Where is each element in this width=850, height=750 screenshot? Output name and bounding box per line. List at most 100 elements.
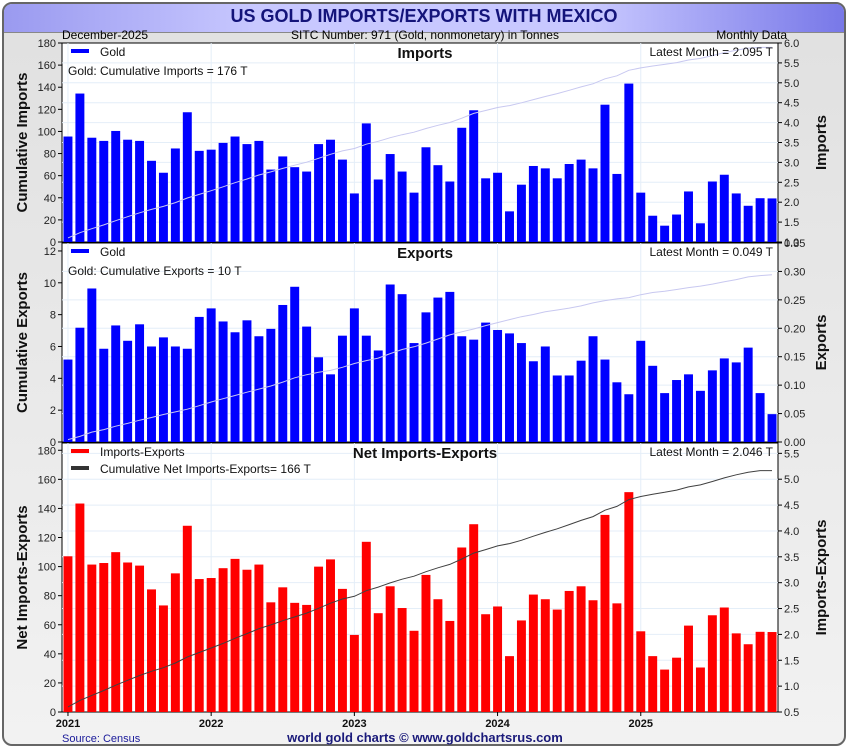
bar	[743, 644, 753, 712]
bar	[528, 361, 538, 442]
latest-month-annotation: Latest Month = 2.046 T	[649, 445, 773, 459]
bar	[63, 136, 73, 242]
y-tick-label-left: 180	[38, 445, 56, 457]
bar	[576, 159, 586, 242]
legend-label: Cumulative Net Imports-Exports= 166 T	[100, 462, 312, 476]
bar	[684, 191, 693, 242]
bar	[516, 343, 526, 442]
bar	[731, 193, 741, 242]
y-axis-label-right: Imports-Exports	[813, 520, 830, 636]
y-tick-label-left: 0	[50, 707, 56, 719]
bar	[469, 339, 479, 442]
bar	[290, 286, 300, 442]
bar	[648, 656, 658, 712]
bar	[707, 181, 717, 242]
bar	[326, 374, 335, 442]
bar	[75, 503, 85, 712]
y-tick-label-left: 8	[50, 310, 56, 322]
bar	[182, 525, 192, 712]
y-tick-label-left: 100	[38, 562, 56, 574]
bar	[397, 171, 407, 242]
bar	[493, 329, 503, 442]
bar	[194, 579, 204, 712]
bar	[445, 181, 455, 242]
bar	[481, 614, 491, 712]
frequency-label: Monthly Data	[716, 28, 787, 42]
bar	[147, 160, 156, 242]
bar	[564, 590, 574, 712]
bar	[445, 620, 455, 712]
bar	[254, 564, 264, 712]
bar	[158, 605, 168, 712]
bar	[684, 374, 693, 442]
y-tick-label-right: 2.0	[784, 197, 799, 209]
bar	[409, 192, 419, 242]
bar	[672, 380, 682, 442]
bar	[266, 169, 276, 242]
bar	[612, 382, 622, 442]
bar	[314, 357, 324, 442]
bar	[731, 633, 741, 712]
bar	[588, 336, 598, 442]
bar	[672, 214, 682, 242]
bar	[743, 205, 753, 242]
y-tick-label-left: 80	[44, 591, 56, 603]
bar	[266, 602, 276, 712]
bar	[755, 393, 765, 442]
bar	[385, 586, 395, 712]
bar	[326, 139, 335, 242]
bar	[111, 130, 121, 242]
bar	[755, 198, 765, 242]
bar	[361, 123, 371, 242]
panel-title: Exports	[397, 245, 453, 262]
bar	[588, 168, 598, 242]
bar	[433, 165, 443, 242]
y-tick-label-right: 3.0	[784, 578, 799, 590]
y-tick-label-left: 40	[44, 193, 56, 205]
bar	[397, 608, 407, 712]
bar	[648, 365, 658, 442]
bar	[290, 167, 300, 242]
sitc-label: SITC Number: 971 (Gold, nonmonetary) in …	[291, 28, 559, 42]
bar	[99, 563, 109, 712]
y-tick-label-right: 1.5	[784, 655, 799, 667]
bar	[421, 574, 431, 712]
bar	[158, 172, 168, 242]
x-tick-label: 2025	[629, 718, 653, 730]
cumulative-line	[67, 274, 773, 441]
bar	[385, 284, 395, 442]
bar	[170, 573, 180, 712]
bar	[337, 335, 347, 442]
bar	[87, 137, 97, 242]
bar	[75, 327, 85, 442]
y-tick-label-right: 0.5	[784, 707, 799, 719]
bar	[111, 552, 121, 712]
bar	[147, 589, 156, 712]
y-tick-label-right: 1.5	[784, 217, 799, 229]
y-tick-label-left: 160	[38, 60, 56, 72]
y-tick-label-right: 0.15	[784, 352, 805, 364]
bar	[481, 178, 491, 242]
bar	[337, 159, 347, 242]
bar	[421, 147, 431, 242]
bar	[576, 586, 586, 712]
bar	[230, 332, 240, 442]
y-tick-label-left: 0	[50, 437, 56, 449]
bar	[767, 414, 777, 442]
bar	[660, 225, 670, 242]
bar	[302, 326, 312, 442]
bar	[242, 320, 252, 442]
bar	[600, 514, 610, 712]
y-tick-label-right: 0.20	[784, 323, 805, 335]
y-tick-label-left: 12	[44, 246, 56, 258]
y-tick-label-right: 3.0	[784, 157, 799, 169]
y-tick-label-left: 6	[50, 341, 56, 353]
bar	[135, 140, 145, 242]
y-tick-label-left: 10	[44, 278, 56, 290]
bar	[493, 606, 503, 712]
legend-swatch	[71, 449, 89, 453]
bar	[493, 172, 503, 242]
bar	[516, 184, 526, 242]
bar	[302, 171, 312, 242]
source-label: Source: Census	[62, 733, 141, 745]
